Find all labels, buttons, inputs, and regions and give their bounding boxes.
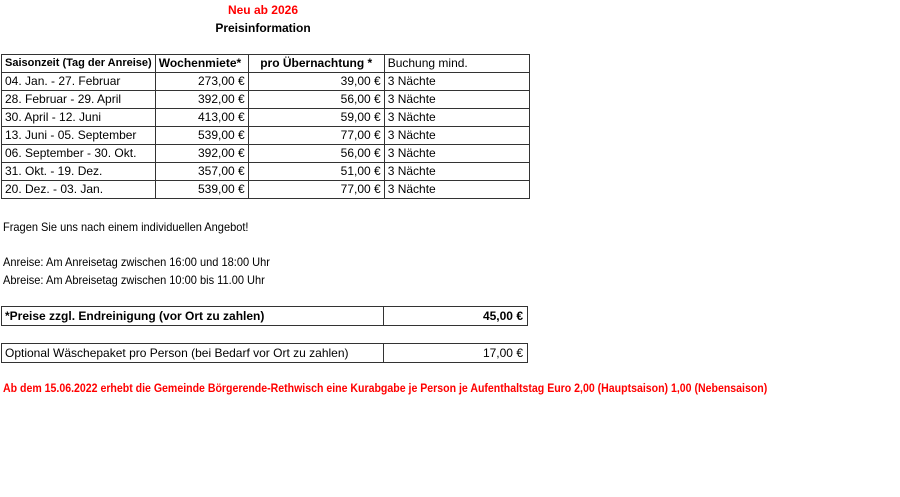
table-row: 28. Februar - 29. April 392,00 €56,00 €3 … — [1, 90, 530, 109]
departure-note: Abreise: Am Abreisetag zwischen 10:00 bi… — [3, 273, 265, 287]
nightly-price-cell: 39,00 € — [247, 72, 385, 91]
linen-package-label: Optional Wäschepaket pro Person (bei Bed… — [2, 344, 384, 362]
min-booking-cell: 3 Nächte — [383, 108, 530, 127]
spa-tax-notice: Ab dem 15.06.2022 erhebt die Gemeinde Bö… — [3, 381, 768, 395]
season-cell: 13. Juni - 05. September — [1, 126, 156, 145]
weekly-price-cell: 413,00 € — [154, 108, 249, 127]
col-nightly: pro Übernachtung * — [247, 54, 385, 73]
col-min-booking: Buchung mind. — [383, 54, 530, 73]
weekly-price-cell: 392,00 € — [154, 90, 249, 109]
min-booking-cell: 3 Nächte — [383, 126, 530, 145]
nightly-price-cell: 56,00 € — [247, 90, 385, 109]
arrival-note: Anreise: Am Anreisetag zwischen 16:00 un… — [3, 255, 270, 269]
weekly-price-cell: 392,00 € — [154, 144, 249, 163]
season-cell: 06. September - 30. Okt. — [1, 144, 156, 163]
table-header: Saisonzeit (Tag der Anreise) Wochenmiete… — [1, 54, 530, 73]
linen-package-row: Optional Wäschepaket pro Person (bei Bed… — [1, 343, 528, 363]
nightly-price-cell: 59,00 € — [247, 108, 385, 127]
season-cell: 28. Februar - 29. April — [1, 90, 156, 109]
linen-package-value: 17,00 € — [482, 346, 523, 360]
table-row: 31. Okt. - 19. Dez. 357,00 €51,00 €3 Näch… — [1, 162, 530, 181]
season-cell: 31. Okt. - 19. Dez. — [1, 162, 156, 181]
nightly-price-cell: 77,00 € — [247, 126, 385, 145]
col-weekly: Wochenmiete* — [154, 54, 249, 73]
table-row: 30. April - 12. Juni 413,00 €59,00 €3 Näc… — [1, 108, 530, 127]
col-season: Saisonzeit (Tag der Anreise) — [1, 54, 156, 73]
table-row: 06. September - 30. Okt. 392,00 €56,00 €3… — [1, 144, 530, 163]
price-table: Saisonzeit (Tag der Anreise) Wochenmiete… — [1, 54, 530, 199]
new-from-label: Neu ab 2026 — [227, 3, 299, 17]
weekly-price-cell: 539,00 € — [154, 126, 249, 145]
cleaning-fee-row: *Preise zzgl. Endreinigung (vor Ort zu z… — [1, 306, 528, 326]
min-booking-cell: 3 Nächte — [383, 90, 530, 109]
season-cell: 30. April - 12. Juni — [1, 108, 156, 127]
weekly-price-cell: 539,00 € — [154, 180, 249, 199]
table-row: 20. Dez. - 03. Jan. 539,00 €77,00 €3 Näch… — [1, 180, 530, 199]
nightly-price-cell: 56,00 € — [247, 144, 385, 163]
min-booking-cell: 3 Nächte — [383, 180, 530, 199]
min-booking-cell: 3 Nächte — [383, 72, 530, 91]
cleaning-fee-value: 45,00 € — [482, 309, 523, 323]
season-cell: 20. Dez. - 03. Jan. — [1, 180, 156, 199]
nightly-price-cell: 77,00 € — [247, 180, 385, 199]
page-title: Preisinformation — [215, 21, 311, 35]
offer-note: Fragen Sie uns nach einem individuellen … — [3, 220, 249, 234]
weekly-price-cell: 357,00 € — [154, 162, 249, 181]
season-cell: 04. Jan. - 27. Februar — [1, 72, 156, 91]
table-row: 04. Jan. - 27. Februar 273,00 €39,00 €3 N… — [1, 72, 530, 91]
min-booking-cell: 3 Nächte — [383, 144, 530, 163]
table-row: 13. Juni - 05. September 539,00 €77,00 €3… — [1, 126, 530, 145]
cleaning-fee-label: *Preise zzgl. Endreinigung (vor Ort zu z… — [2, 307, 384, 325]
weekly-price-cell: 273,00 € — [154, 72, 249, 91]
min-booking-cell: 3 Nächte — [383, 162, 530, 181]
nightly-price-cell: 51,00 € — [247, 162, 385, 181]
